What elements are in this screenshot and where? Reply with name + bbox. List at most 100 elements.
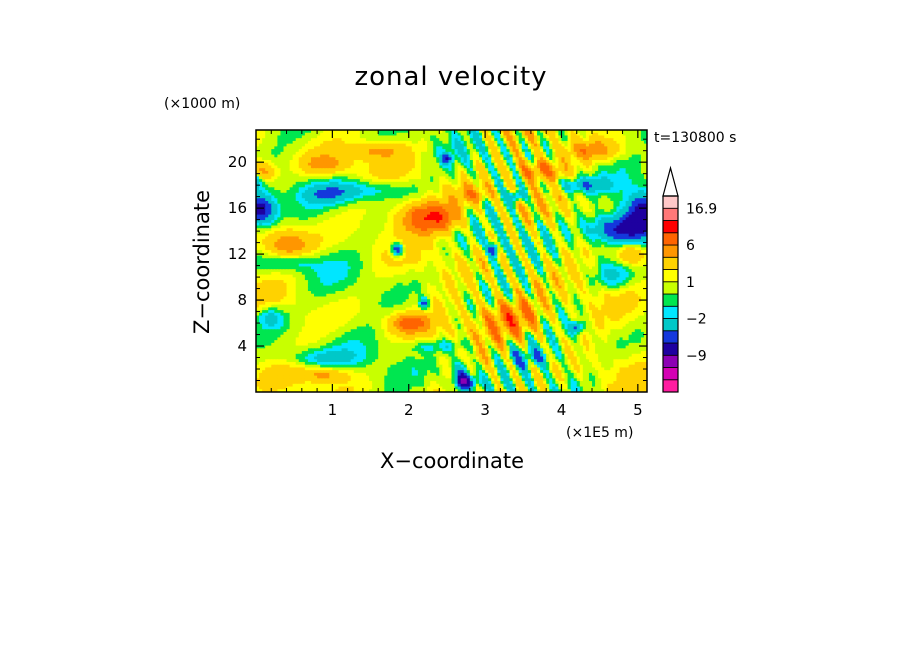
contour-cell — [497, 211, 501, 216]
contour-cell — [454, 168, 459, 172]
contour-cell — [295, 220, 300, 224]
contour-cell — [582, 222, 587, 227]
contour-cell — [433, 225, 437, 229]
contour-cell — [451, 184, 456, 188]
contour-cell — [359, 179, 364, 183]
contour-cell — [402, 228, 407, 232]
contour-cell — [436, 140, 440, 145]
contour-cell — [576, 214, 581, 218]
contour-cell — [347, 184, 352, 188]
contour-cell — [567, 143, 572, 147]
contour-cell — [643, 225, 647, 229]
contour-cell — [326, 209, 330, 213]
contour-cell — [616, 206, 621, 210]
contour-cell — [283, 165, 288, 169]
contour-cell — [399, 181, 404, 186]
contour-cell — [552, 154, 556, 158]
contour-cell — [628, 160, 633, 164]
contour-cell — [637, 184, 642, 188]
contour-cell — [448, 130, 453, 134]
contour-cell — [414, 165, 419, 169]
contour-cell — [503, 162, 508, 167]
contour-cell — [359, 200, 364, 205]
contour-cell — [466, 132, 471, 137]
contour-cell — [347, 233, 352, 238]
contour-cell — [344, 190, 349, 194]
contour-cell — [512, 192, 517, 197]
contour-cell — [344, 198, 349, 202]
contour-cell — [365, 211, 370, 216]
contour-cell — [570, 209, 575, 213]
contour-cell — [439, 184, 443, 188]
contour-cell — [546, 230, 550, 235]
contour-cell — [500, 195, 505, 199]
contour-cell — [488, 184, 492, 188]
contour-cell — [512, 162, 517, 167]
contour-cell — [323, 200, 327, 205]
contour-cell — [399, 168, 404, 172]
contour-cell — [610, 132, 614, 137]
contour-cell — [344, 135, 349, 139]
contour-cell — [433, 192, 437, 197]
contour-cell — [369, 130, 373, 134]
contour-cell — [341, 173, 346, 177]
contour-cell — [326, 149, 330, 153]
contour-cell — [537, 187, 541, 191]
contour-cell — [436, 214, 440, 218]
contour-cell — [509, 132, 514, 137]
contour-cell — [637, 162, 642, 167]
contour-cell — [552, 217, 556, 221]
contour-cell — [530, 200, 535, 205]
contour-cell — [414, 230, 419, 235]
contour-cell — [503, 228, 508, 232]
contour-cell — [262, 203, 266, 208]
contour-cell — [338, 149, 343, 153]
contour-cell — [442, 130, 446, 134]
contour-cell — [265, 130, 269, 134]
contour-cell — [494, 195, 498, 199]
contour-cell — [601, 160, 605, 164]
contour-cell — [564, 140, 569, 145]
contour-cell — [433, 146, 437, 150]
contour-cell — [369, 225, 373, 229]
contour-cell — [588, 187, 593, 191]
contour-cell — [372, 220, 376, 224]
contour-cell — [424, 222, 428, 227]
contour-cell — [347, 146, 352, 150]
contour-cell — [390, 192, 395, 197]
contour-cell — [338, 192, 343, 197]
contour-cell — [265, 200, 269, 205]
contour-cell — [515, 157, 520, 161]
contour-cell — [573, 138, 578, 142]
contour-cell — [595, 195, 599, 199]
contour-cell — [472, 220, 477, 224]
contour-cell — [564, 206, 569, 210]
contour-cell — [420, 192, 425, 197]
contour-cell — [598, 233, 602, 238]
contour-cell — [616, 162, 621, 167]
contour-cell — [375, 146, 379, 150]
contour-cell — [506, 192, 511, 197]
contour-cell — [482, 203, 486, 208]
contour-cell — [576, 130, 581, 134]
contour-cell — [643, 162, 647, 167]
contour-cell — [420, 198, 425, 202]
contour-cell — [369, 211, 373, 216]
contour-cell — [295, 187, 300, 191]
contour-cell — [524, 179, 529, 183]
contour-cell — [637, 143, 642, 147]
contour-cell — [555, 176, 560, 180]
contour-cell — [631, 143, 636, 147]
contour-cell — [579, 228, 584, 232]
contour-cell — [540, 211, 544, 216]
contour-cell — [488, 181, 492, 186]
contour-cell — [274, 192, 278, 197]
contour-cell — [307, 211, 312, 216]
contour-cell — [549, 168, 553, 172]
contour-cell — [451, 198, 456, 202]
contour-cell — [347, 209, 352, 213]
contour-cell — [436, 222, 440, 227]
contour-cell — [295, 146, 300, 150]
contour-cell — [341, 165, 346, 169]
contour-cell — [274, 230, 278, 235]
